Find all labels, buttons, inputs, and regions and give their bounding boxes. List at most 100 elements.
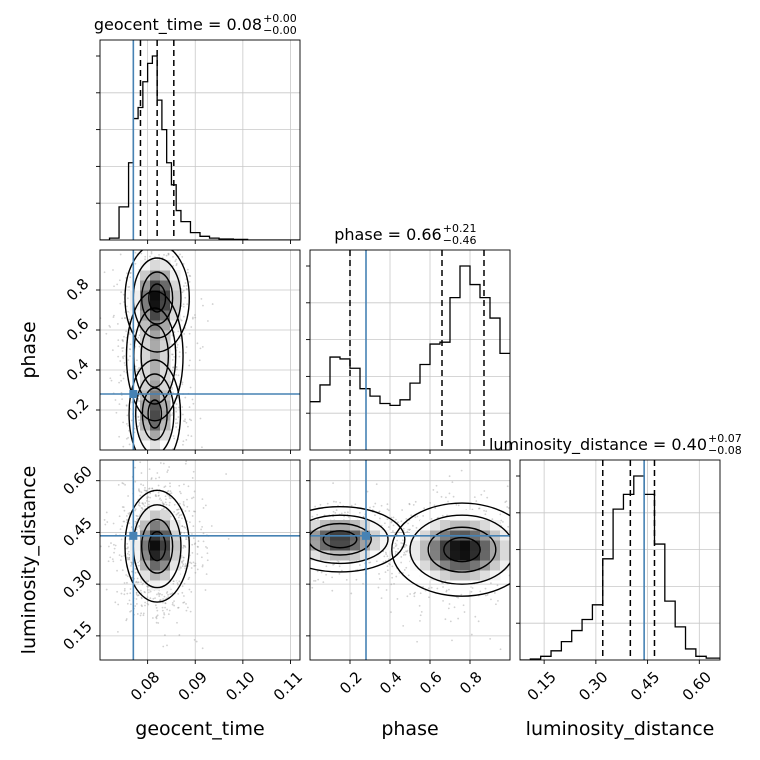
scatter-point <box>170 461 172 463</box>
scatter-point <box>314 580 317 582</box>
scatter-point <box>407 528 410 531</box>
scatter-point <box>118 515 121 518</box>
scatter-point <box>161 467 163 469</box>
scatter-point <box>126 581 128 584</box>
scatter-point <box>475 500 478 502</box>
scatter-point <box>126 575 129 578</box>
scatter-point <box>193 543 196 546</box>
scatter-point <box>161 606 164 609</box>
scatter-point <box>124 317 127 319</box>
scatter-point <box>137 581 140 584</box>
density-cell <box>160 340 171 351</box>
scatter-point <box>295 551 297 553</box>
scatter-point <box>303 526 305 528</box>
scatter-point <box>531 557 533 559</box>
scatter-point <box>402 572 404 574</box>
scatter-point <box>138 524 141 527</box>
scatter-point <box>123 509 126 512</box>
scatter-point <box>134 571 137 574</box>
density-cell <box>150 270 161 281</box>
density-cell <box>150 540 161 551</box>
scatter-point <box>125 519 128 521</box>
scatter-point <box>127 557 130 560</box>
scatter-point <box>188 576 191 579</box>
scatter-point <box>477 620 480 623</box>
scatter-point <box>182 305 185 308</box>
scatter-point <box>160 499 163 502</box>
scatter-point <box>411 524 414 527</box>
scatter-point <box>269 499 271 501</box>
scatter-point <box>362 582 364 585</box>
scatter-point <box>155 495 158 498</box>
scatter-point <box>460 469 463 472</box>
scatter-point <box>317 578 320 581</box>
scatter-point <box>118 279 121 282</box>
scatter-point <box>188 406 191 409</box>
scatter-point <box>137 504 140 506</box>
scatter-point <box>147 585 150 588</box>
scatter-point <box>145 462 147 464</box>
scatter-point <box>140 596 143 599</box>
scatter-point <box>524 493 526 495</box>
scatter-point <box>171 414 174 416</box>
density-cell <box>160 280 171 291</box>
scatter-point <box>109 556 112 559</box>
density-cell <box>430 570 441 581</box>
scatter-point <box>125 619 128 622</box>
scatter-point <box>197 546 199 548</box>
scatter-point <box>512 518 514 520</box>
scatter-point <box>564 523 566 525</box>
scatter-point <box>182 503 185 506</box>
scatter-point <box>154 477 157 480</box>
scatter-point <box>187 271 189 274</box>
scatter-point <box>177 606 179 609</box>
density-cell <box>150 560 161 571</box>
scatter-point <box>187 434 190 437</box>
scatter-point <box>180 319 183 322</box>
scatter-point <box>202 507 205 509</box>
scatter-point <box>176 346 179 349</box>
density-cell <box>140 510 151 521</box>
scatter-point <box>338 572 341 575</box>
scatter-point <box>524 539 526 541</box>
scatter-point <box>121 339 124 341</box>
scatter-point <box>126 297 129 300</box>
scatter-point <box>127 310 130 313</box>
scatter-point <box>182 440 185 443</box>
scatter-point <box>170 515 172 518</box>
density-cell <box>170 550 181 561</box>
scatter-point <box>123 593 126 596</box>
scatter-point <box>413 595 416 598</box>
scatter-point <box>500 519 503 522</box>
density-cell <box>140 350 151 361</box>
scatter-point <box>306 560 308 562</box>
density-cell <box>160 560 171 571</box>
scatter-point <box>118 435 121 438</box>
scatter-point <box>287 553 289 555</box>
scatter-point <box>408 528 411 531</box>
scatter-point <box>149 492 152 495</box>
scatter-point <box>168 609 171 612</box>
contour-line <box>124 250 190 353</box>
scatter-point <box>490 582 492 585</box>
scatter-point <box>182 303 185 306</box>
scatter-point <box>386 508 389 511</box>
scatter-point <box>175 403 178 405</box>
scatter-point <box>250 554 252 556</box>
scatter-point <box>164 602 167 605</box>
scatter-point <box>251 497 253 499</box>
scatter-point <box>155 606 158 609</box>
scatter-point <box>163 486 166 489</box>
scatter-point <box>332 563 334 566</box>
scatter-point <box>148 487 150 490</box>
density-cell <box>470 560 481 571</box>
density-cell <box>160 380 171 391</box>
density-cell <box>140 430 151 441</box>
density-cell <box>380 540 391 551</box>
scatter-point <box>158 253 160 256</box>
scatter-point <box>419 614 422 617</box>
scatter-point <box>470 590 473 593</box>
scatter-point <box>119 302 122 305</box>
contour-line <box>135 373 175 450</box>
